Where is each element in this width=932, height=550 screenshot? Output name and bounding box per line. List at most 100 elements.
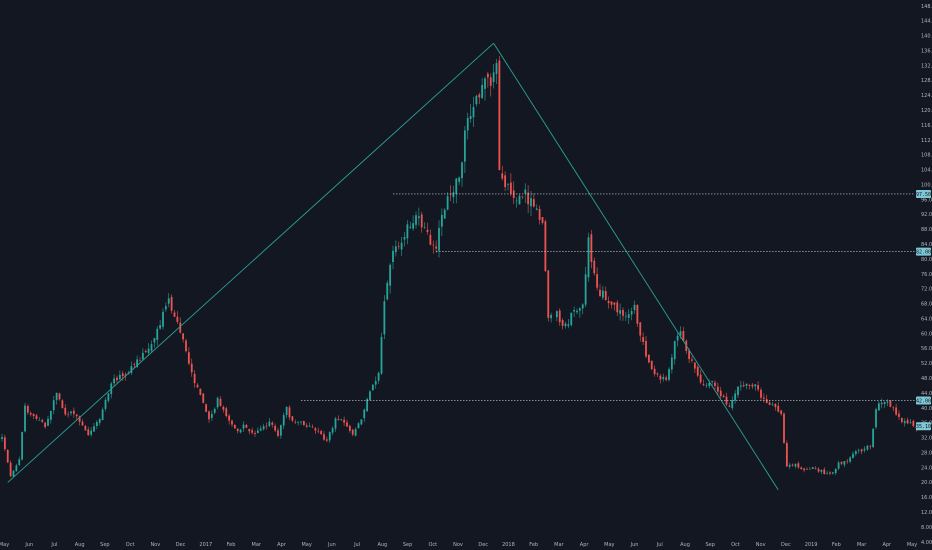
candle-body [803,468,806,471]
price-tick-label: 40.00 [921,406,932,412]
time-tick-label: Feb [529,542,538,548]
candle-body [47,418,49,426]
candle [461,161,463,187]
candle-body [265,425,268,427]
candle-body [696,366,699,376]
candle [854,449,857,457]
candle [320,429,323,435]
price-tick-label: 96.00 [921,197,932,203]
price-tick-label: 144.00 [921,19,932,25]
candle-body [889,400,892,407]
candle-body [578,308,581,311]
level-price-badge [916,189,931,198]
candle-body [446,196,449,210]
candle-body [622,309,624,316]
price-tick-label: 64.00 [921,316,932,322]
candle-body [849,457,852,462]
candle [288,405,291,421]
candle-body [366,398,369,412]
candle [567,318,570,329]
candle [846,459,849,464]
candle-body [564,323,567,327]
candle [489,73,492,97]
candle-body [202,393,205,403]
candle-body [624,316,627,317]
candle [420,211,423,233]
candle-body [26,406,29,413]
candle [87,426,90,436]
candle-body [210,413,213,418]
candle [852,451,854,459]
candle-body [251,430,254,433]
candle [748,383,751,390]
candle [616,300,619,317]
candle [130,361,133,376]
candle [167,293,170,308]
time-tick-label: Aug [75,542,85,548]
trendline[interactable] [7,42,494,483]
candle [254,430,256,438]
candle [285,406,288,419]
candle [547,269,550,322]
candle-body [101,409,104,421]
level-price-label: 97.50 [916,192,931,198]
price-tick-label: 76.00 [921,272,932,278]
candle-body [616,302,619,313]
time-tick-label: Jul [50,542,57,548]
candle [104,397,107,412]
candle [538,205,541,225]
trendline[interactable] [493,42,779,491]
candle-body [334,418,337,429]
time-tick-label: Sep [100,542,109,548]
candle [61,399,64,409]
price-tick-label: 72.00 [921,287,932,293]
candle-body [834,468,837,474]
candle [857,448,860,454]
candle-body [673,341,676,360]
time-tick-label: May [907,542,917,548]
candle [481,78,484,99]
candle-body [521,196,524,198]
candle-body [124,374,127,376]
candle-body [222,406,225,410]
drawings-layer [7,42,915,491]
candle [806,467,808,470]
candle [70,410,72,416]
candle-body [760,389,762,398]
candle-body [239,429,242,433]
candle-body [498,60,501,171]
candle-body [64,407,67,415]
candle-body [791,464,794,466]
candle-body [271,422,274,425]
candle [659,374,662,384]
candle [26,404,29,415]
candle-body [199,388,202,395]
candles-layer [1,56,918,478]
candle [584,266,587,308]
price-tick-label: 8.00 [921,525,932,531]
candle [101,407,104,421]
candle-body [472,107,475,118]
candle [317,427,320,434]
candle [601,285,604,300]
candle [886,399,889,407]
time-axis[interactable]: May Jun Jul Aug Sep Oct Nov Dec 2017 Feb Mar Apr May… [0,542,917,548]
candle [665,375,668,382]
candle [170,294,173,314]
candle [403,232,406,247]
candle [463,126,466,174]
candle-body [731,400,734,409]
candle-body [136,359,139,367]
price-tick-label: 52.00 [921,361,932,367]
candle [843,461,846,468]
time-tick-label: Apr [882,542,892,548]
candle-body [714,382,716,386]
candle [530,190,532,217]
time-tick-label: Oct [731,542,740,548]
time-tick-label: Jul [353,542,360,548]
candle-body [277,430,279,436]
candle [642,332,645,345]
level-price-label: 42.00 [916,398,931,404]
candle-body [44,422,47,428]
